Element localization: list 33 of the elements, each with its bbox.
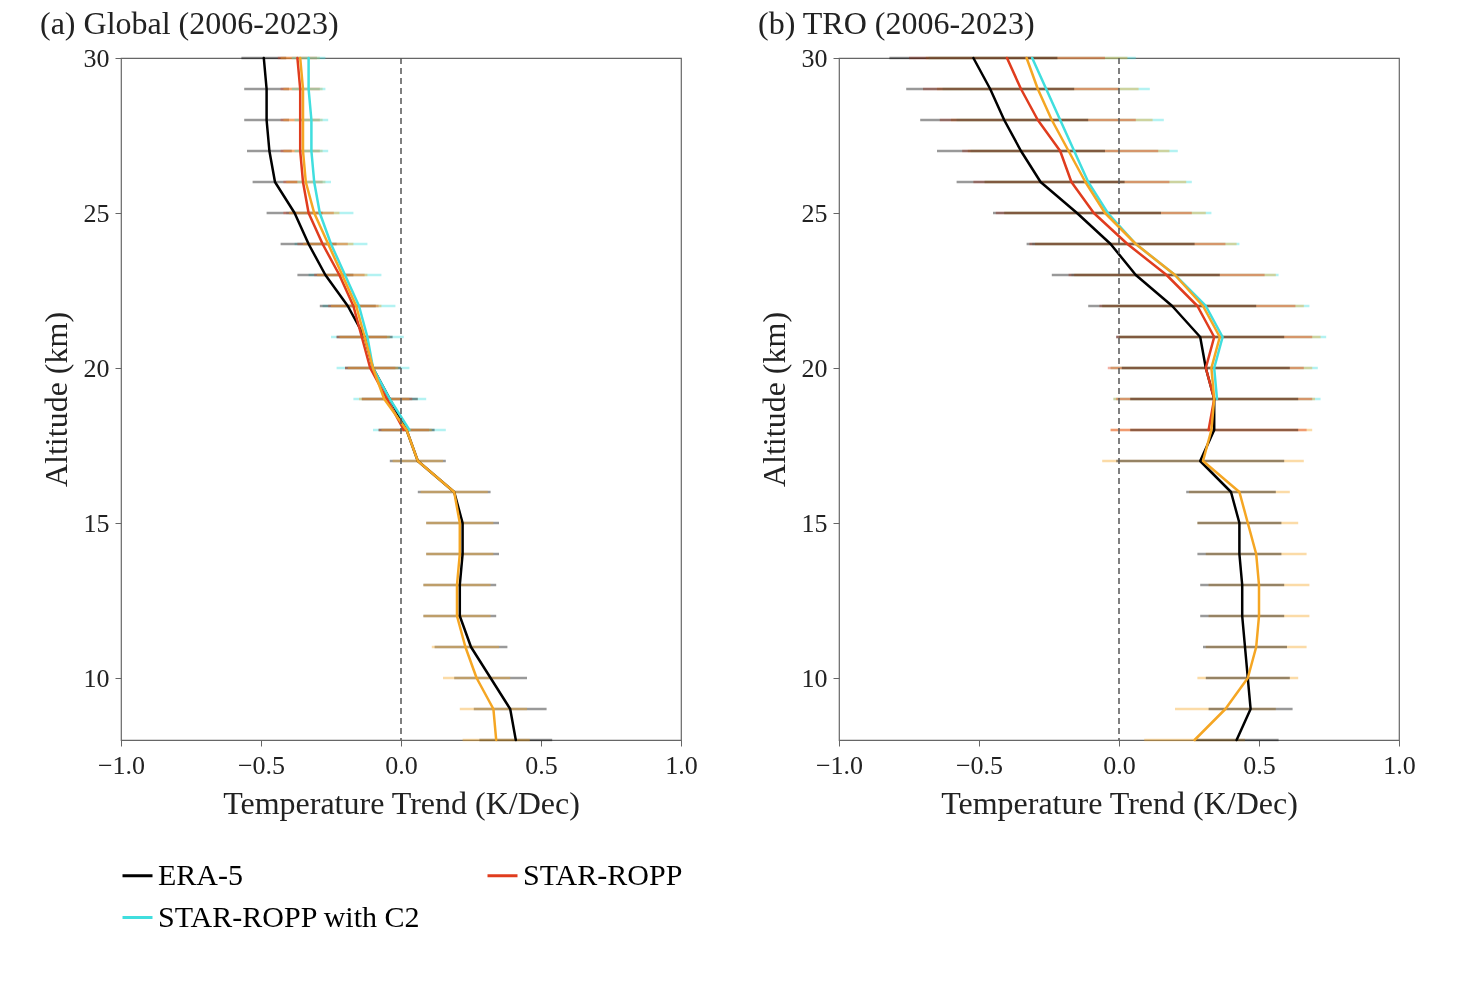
line-series	[972, 56, 1252, 742]
y-tick-label: 15	[801, 508, 828, 538]
y-tick-label: 30	[83, 43, 110, 73]
x-tick-label: −1.0	[97, 750, 146, 780]
y-axis-title: Altitude (km)	[755, 311, 792, 488]
x-tick-label: 1.0	[665, 750, 698, 780]
y-axis-title: Altitude (km)	[37, 311, 74, 488]
legend-label: ERA-5	[158, 857, 243, 891]
x-tick-label: −0.5	[955, 750, 1004, 780]
x-tick-label: −1.0	[815, 750, 864, 780]
line-series	[298, 56, 498, 742]
legend-label: STAR-ROPP	[523, 857, 683, 891]
x-tick-label: 0.0	[385, 750, 418, 780]
y-tick-label: 10	[801, 663, 828, 693]
line-series	[1025, 56, 1261, 742]
y-tick-label: 30	[801, 43, 828, 73]
y-tick-label: 20	[801, 353, 828, 383]
y-tick-label: 15	[83, 508, 110, 538]
chart-title: (b) TRO (2006-2023)	[758, 5, 1035, 41]
x-axis-title: Temperature Trend (K/Dec)	[941, 784, 1298, 821]
line-series	[1005, 56, 1216, 432]
y-tick-label: 20	[83, 353, 110, 383]
legend-label: STAR-ROPP with C2	[158, 899, 420, 933]
x-tick-label: 0.5	[525, 750, 558, 780]
x-tick-label: 1.0	[1383, 750, 1416, 780]
chart-title: (a) Global (2006-2023)	[40, 5, 339, 41]
x-tick-label: −0.5	[237, 750, 286, 780]
x-axis-title: Temperature Trend (K/Dec)	[223, 784, 580, 821]
y-tick-label: 25	[801, 198, 828, 228]
x-tick-label: 0.0	[1103, 750, 1136, 780]
x-tick-label: 0.5	[1243, 750, 1276, 780]
y-tick-label: 25	[83, 198, 110, 228]
y-tick-label: 10	[83, 663, 110, 693]
